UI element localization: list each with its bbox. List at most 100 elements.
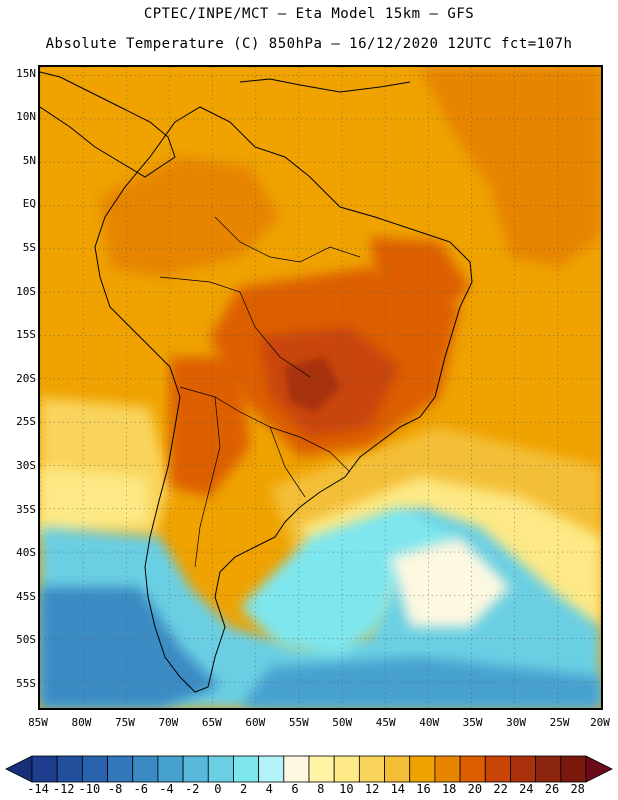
latitude-label: 15S	[16, 328, 36, 342]
field-deep-cold	[40, 587, 220, 708]
border-2	[159, 276, 311, 378]
colorbar-cell	[358, 755, 385, 783]
colorbar-cell	[182, 755, 209, 783]
colorbar-tick-label: -10	[78, 782, 101, 796]
colorbar-cell	[132, 755, 159, 783]
colorbar-cell	[157, 755, 184, 783]
colorbar-cell	[233, 755, 260, 783]
colorbar-tick-label: 0	[214, 782, 222, 796]
longitude-label: 30W	[506, 716, 526, 729]
colorbar-tick-label: 14	[390, 782, 406, 796]
colorbar-cell	[308, 755, 335, 783]
longitude-label: 25W	[549, 716, 570, 729]
coastlines	[40, 71, 473, 693]
border-1	[214, 216, 361, 263]
longitude-label: 45W	[375, 716, 396, 729]
colorbar-cell	[535, 755, 562, 783]
colorbar-tick-label: 6	[291, 782, 299, 796]
longitude-label: 75W	[114, 716, 135, 729]
latitude-label: 55S	[16, 676, 36, 690]
longitude-label: 40W	[419, 716, 440, 729]
latitude-label: 10S	[16, 284, 36, 298]
longitude-label: 50W	[332, 716, 353, 729]
longitude-label: 55W	[288, 716, 309, 729]
colorbar-tick-label: -14	[27, 782, 49, 796]
latitude-label: 5N	[22, 153, 36, 167]
colorbar-cell	[560, 755, 587, 783]
colorbar	[0, 752, 618, 792]
colorbar-cell	[459, 755, 486, 783]
colorbar-tick-label: 24	[519, 782, 534, 796]
field-chaco	[170, 357, 250, 497]
colorbar-tick-label: 28	[570, 782, 585, 796]
longitude-label: 85W	[28, 716, 48, 729]
caribbean-islands	[239, 78, 411, 93]
colorbar-cell	[56, 755, 83, 783]
latitude-label: 30S	[16, 458, 36, 472]
colorbar-tick-label: 22	[493, 782, 508, 796]
colorbar-tick-label: 26	[544, 782, 560, 796]
latitude-label: 40S	[16, 546, 36, 560]
central-america-coast	[40, 71, 176, 178]
longitude-label: 35W	[462, 716, 483, 729]
colorbar-tick-label: -8	[107, 782, 123, 796]
field-deep-cold-2	[240, 657, 601, 708]
colorbar-cell	[258, 755, 285, 783]
colorbar-tick-label: 2	[239, 782, 248, 796]
colorbar-svg	[5, 755, 613, 783]
colorbar-tick-label: 16	[416, 782, 431, 796]
latitude-label: 10N	[16, 110, 36, 124]
field-land-north	[100, 157, 280, 277]
colorbar-tick-label: 18	[441, 782, 457, 796]
colorbar-cell	[107, 755, 134, 783]
colorbar-tick-label: 20	[467, 782, 483, 796]
longitude-label: 70W	[158, 716, 179, 729]
colorbar-cell	[484, 755, 511, 783]
colorbar-cell	[434, 755, 461, 783]
colorbar-tick-label: -12	[52, 782, 75, 796]
colorbar-over-arrow	[585, 755, 613, 783]
colorbar-tick-label: 8	[317, 782, 325, 796]
latitude-label: 25S	[16, 415, 36, 429]
field-ne-warm	[420, 67, 601, 267]
colorbar-under-arrow	[5, 755, 33, 783]
colorbar-tick-label: 10	[339, 782, 354, 796]
field-cold-bright	[240, 507, 460, 657]
field-pacific-lightyellow	[40, 467, 150, 537]
temperature-map	[38, 65, 603, 710]
longitude-label: 80W	[71, 716, 92, 729]
map-grid	[40, 67, 601, 708]
colorbar-tick-label: 12	[364, 782, 380, 796]
field-hotspot	[285, 357, 340, 412]
longitude-label: 65W	[201, 716, 222, 729]
field-ne-brazil	[370, 237, 470, 317]
border-4	[194, 396, 221, 568]
latitude-label: EQ	[22, 197, 36, 211]
latitude-label: 15N	[16, 66, 36, 80]
colorbar-cell	[81, 755, 108, 783]
colorbar-cell	[207, 755, 234, 783]
colorbar-tick-label: -6	[133, 782, 149, 796]
latitude-label: 45S	[16, 589, 36, 603]
longitude-label: 20W	[590, 716, 610, 729]
colorbar-tick-label: -4	[159, 782, 174, 796]
colorbar-cell	[333, 755, 360, 783]
colorbar-cell	[384, 755, 411, 783]
map-title: CPTEC/INPE/MCT – Eta Model 15km – GFS	[143, 6, 475, 22]
border-5	[269, 426, 306, 498]
colorbar-cell	[510, 755, 537, 783]
latitude-label: 5S	[22, 241, 36, 255]
longitude-label: 60W	[245, 716, 266, 729]
latitude-label: 20S	[16, 371, 36, 385]
map-subtitle: Absolute Temperature (C) 850hPa – 16/12/…	[45, 36, 573, 52]
colorbar-tick-label: 4	[265, 782, 273, 796]
colorbar-cell	[31, 755, 58, 783]
colorbar-tick-label: -2	[184, 782, 200, 796]
latitude-label: 35S	[16, 502, 36, 516]
colorbar-cell	[283, 755, 310, 783]
latitude-label: 50S	[16, 633, 36, 647]
south-america-coast	[94, 106, 473, 693]
country-borders	[159, 216, 361, 568]
field-warm-tongue	[390, 537, 510, 627]
colorbar-cell	[409, 755, 436, 783]
